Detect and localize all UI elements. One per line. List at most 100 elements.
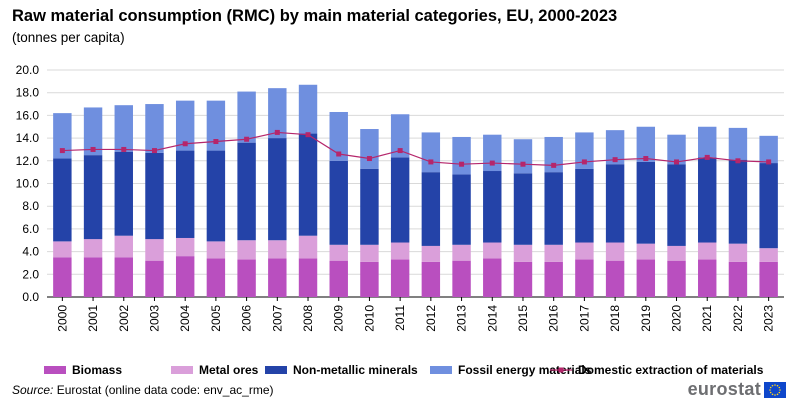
bar-segment	[698, 126, 717, 158]
line-marker	[704, 154, 710, 160]
y-tick-label: 16.0	[16, 108, 40, 122]
line-marker	[336, 151, 342, 157]
x-tick-label: 2020	[670, 305, 684, 332]
bar-segment	[698, 242, 717, 260]
legend-swatch	[44, 366, 66, 374]
bar-segment	[452, 174, 471, 245]
bar-segment	[83, 239, 103, 258]
bar-segment	[175, 100, 195, 151]
flag-star	[771, 384, 774, 386]
line-marker	[151, 148, 157, 154]
line-marker	[674, 159, 680, 165]
y-tick-label: 10.0	[16, 177, 40, 191]
bar-segment	[83, 155, 103, 240]
x-tick-label: 2016	[547, 305, 561, 332]
bar-segment	[53, 113, 72, 159]
bar-segment	[483, 171, 502, 243]
chart-subtitle: (tonnes per capita)	[12, 30, 125, 45]
bar-segment	[206, 258, 226, 297]
y-tick-label: 8.0	[22, 199, 39, 213]
flag-star	[776, 384, 779, 386]
bar-segment	[145, 104, 164, 153]
line-marker	[305, 132, 311, 138]
x-tick-label: 2013	[455, 305, 469, 332]
y-tick-label: 0.0	[22, 290, 39, 304]
legend-label: Metal ores	[199, 363, 259, 377]
y-tick-label: 18.0	[16, 86, 40, 100]
bar-segment	[268, 240, 287, 259]
bar-segment	[298, 258, 318, 297]
source-label: Source:	[12, 383, 54, 397]
bar-segment	[390, 242, 410, 260]
legend-marker	[558, 367, 564, 373]
y-tick-label: 14.0	[16, 131, 40, 145]
flag-star	[774, 383, 776, 386]
flag-star	[776, 393, 779, 395]
bar-segment	[206, 150, 226, 242]
x-tick-label: 2023	[762, 305, 776, 332]
legend-swatch	[171, 366, 193, 374]
bar-segment	[145, 239, 164, 261]
bar-segment	[544, 261, 563, 297]
legend-label: Non-metallic minerals	[293, 363, 418, 377]
line-marker	[428, 159, 434, 165]
bar-segment	[667, 164, 686, 246]
legend-label: Biomass	[72, 363, 122, 377]
bar-segment	[421, 245, 441, 262]
bar-segment	[667, 260, 686, 297]
line-marker	[90, 146, 96, 152]
line-marker	[213, 139, 219, 145]
legend-swatch	[265, 366, 287, 374]
x-tick-label: 2012	[424, 305, 438, 332]
line-marker	[397, 148, 403, 154]
x-tick-label: 2010	[362, 305, 376, 332]
bar-segment	[114, 151, 133, 236]
bar-segment	[114, 105, 133, 152]
x-tick-label: 2005	[209, 305, 223, 332]
x-tick-label: 2000	[55, 305, 69, 332]
line-marker	[459, 161, 465, 167]
bar-segment	[329, 244, 348, 261]
bar-segment	[636, 161, 656, 244]
bar-segment	[759, 135, 778, 164]
bar-segment	[53, 158, 72, 242]
bar-segment	[698, 259, 717, 297]
x-tick-label: 2017	[577, 305, 591, 332]
bar-segment	[390, 157, 410, 243]
bar-segment	[636, 243, 656, 260]
bar-segment	[636, 126, 656, 162]
series-line	[62, 131, 769, 166]
bar-segment	[605, 260, 625, 297]
bar-segment	[114, 235, 133, 258]
bar-segment	[575, 168, 594, 243]
bar-segment	[53, 241, 72, 258]
x-tick-label: 2009	[332, 305, 346, 332]
bar-segment	[452, 260, 471, 297]
x-tick-label: 2014	[485, 305, 499, 332]
bar-segment	[421, 132, 441, 173]
bar-segment	[728, 243, 748, 262]
flag-star	[769, 386, 772, 388]
bar-segment	[360, 168, 379, 245]
x-tick-label: 2015	[516, 305, 530, 332]
bar-segment	[636, 259, 656, 297]
bar-segment	[605, 164, 625, 243]
bar-segment	[575, 242, 594, 260]
x-tick-label: 2021	[700, 305, 714, 332]
bar-segment	[175, 256, 195, 297]
bar-segment	[360, 261, 379, 297]
bar-segment	[329, 260, 348, 297]
source-text: Eurostat (online data code: env_ac_rme)	[53, 383, 274, 397]
line-marker	[581, 159, 587, 165]
bar-segment	[544, 136, 563, 173]
x-tick-label: 2002	[117, 305, 131, 332]
bar-segment	[513, 173, 533, 245]
line-marker	[366, 156, 372, 162]
legend-label: Fossil energy materials	[458, 363, 592, 377]
bar-segment	[605, 130, 625, 165]
x-tick-label: 2001	[86, 305, 100, 332]
legend-swatch	[430, 366, 452, 374]
bar-segment	[513, 244, 533, 262]
bar-segment	[575, 259, 594, 297]
bar-segment	[114, 257, 133, 297]
